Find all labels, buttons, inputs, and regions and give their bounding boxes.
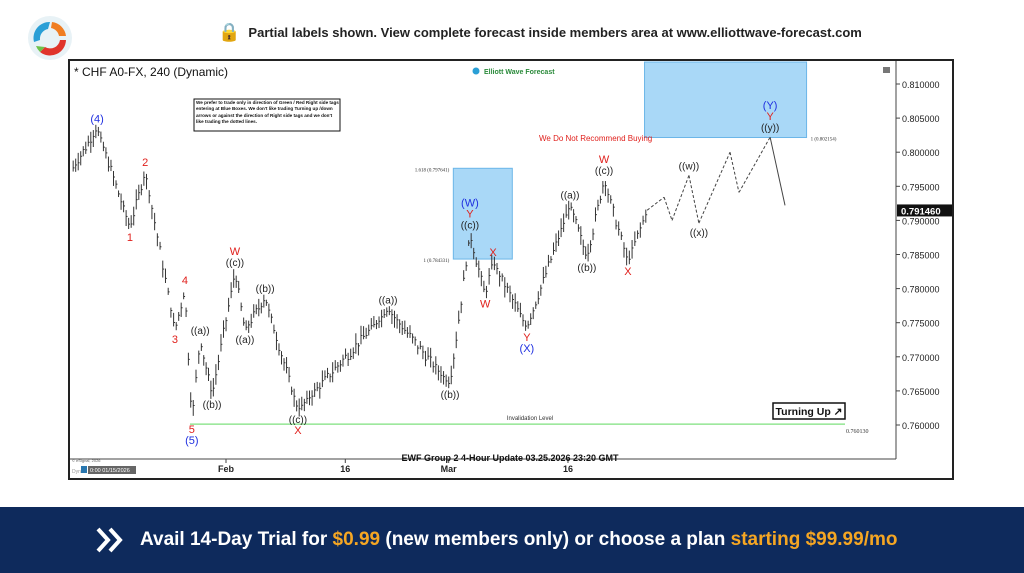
wave-label: X: [624, 266, 632, 278]
projection-segment: [688, 175, 700, 224]
lock-icon: 🔒: [218, 22, 241, 42]
y-tick-label: 0.795000: [902, 182, 940, 192]
projection-segment: [646, 196, 665, 211]
x-tick-label: 16: [340, 464, 350, 474]
double-chevron-icon: [96, 527, 123, 553]
top-banner: 🔒 Partial labels shown. View complete fo…: [0, 0, 1024, 60]
wave-label: ((w)): [679, 161, 700, 172]
promo-banner[interactable]: Avail 14-Day Trial for $0.99 (new member…: [0, 507, 1024, 573]
x-tick-label: 16: [563, 464, 573, 474]
y-tick-label: 0.810000: [902, 80, 940, 90]
warning-label: We Do Not Recommend Buying: [539, 134, 652, 143]
turning-up-box: [772, 402, 846, 420]
brand-label: Elliott Wave Forecast: [484, 69, 555, 76]
invalidation-label: Invalidation Level: [507, 416, 553, 422]
chart-title: * CHF A0-FX, 240 (Dynamic): [74, 65, 228, 79]
y-tick-label: 0.770000: [902, 353, 940, 363]
wave-label: (5): [185, 435, 198, 447]
ewf-logo-icon: [28, 16, 72, 60]
wave-label: ((c)): [289, 415, 307, 426]
wave-label: W: [599, 154, 610, 166]
wave-label: W: [230, 246, 241, 258]
wave-label: Y: [466, 209, 474, 221]
promo-middle: (new members only) or choose a plan: [380, 529, 731, 550]
box-bottom-label: 1 (0.784331): [423, 259, 449, 264]
y-tick-label: 0.765000: [902, 387, 940, 397]
cursor-label-bg: [88, 466, 136, 474]
wave-label: ((a)): [561, 191, 580, 202]
blue-box: [452, 167, 513, 260]
wave-label: ((x)): [690, 228, 708, 239]
wave-label: ((a)): [235, 335, 254, 346]
x-tick-label: Mar: [441, 464, 458, 474]
wave-label: ((b)): [441, 390, 460, 401]
wave-label: Y: [766, 111, 774, 123]
wave-label: ((b)): [203, 400, 222, 411]
wave-label: ((c)): [226, 258, 244, 269]
turning-up-label: Turning Up ↗: [776, 406, 843, 418]
chart-frame: 0.810000 0.805000 0.800000 0.795000 0.790000…: [68, 59, 954, 480]
projection-segment: [769, 137, 786, 206]
wave-label: ((c)): [595, 166, 613, 177]
wave-label: (4): [90, 113, 103, 125]
wave-label: Y: [523, 332, 531, 344]
current-price-tag: [897, 204, 952, 217]
projection-segment: [738, 136, 771, 193]
y-tick-label: 0.805000: [902, 114, 940, 124]
dyn-label: Dyn: [72, 469, 81, 475]
wave-label: (Y): [763, 100, 778, 112]
wave-label: ((y)): [761, 123, 779, 134]
restore-icon: [883, 67, 890, 73]
projection-segment: [671, 175, 690, 221]
wave-label: X: [294, 425, 302, 437]
y-tick-label: 0.800000: [902, 148, 940, 158]
price-chart[interactable]: 0.810000 0.805000 0.800000 0.795000 0.790000…: [70, 61, 952, 478]
y-tick-label: 0.775000: [902, 319, 940, 329]
notice-text: Partial labels shown. View complete fore…: [248, 25, 862, 40]
wave-label: (X): [520, 343, 535, 355]
wave-label: ((a)): [191, 326, 210, 337]
y-tick-label: 0.790000: [902, 216, 940, 226]
wave-label: ((b)): [577, 263, 596, 274]
wave-label: 4: [182, 275, 188, 287]
wave-label: 5: [189, 424, 195, 436]
wave-label: ((a)): [379, 296, 398, 307]
current-price-label: 0.791460: [901, 206, 941, 217]
brand-logo-icon: [472, 67, 480, 75]
projection-segment: [663, 197, 673, 221]
x-tick-label: Feb: [218, 464, 235, 474]
wave-label: X: [489, 247, 497, 259]
wave-label: W: [480, 299, 491, 311]
promo-text[interactable]: Avail 14-Day Trial for $0.99 (new member…: [140, 529, 897, 551]
cursor-date-label: 0:00 01/15/2026: [90, 468, 130, 474]
promo-prefix: Avail 14-Day Trial for: [140, 529, 333, 550]
y-tick-label: 0.760000: [902, 421, 940, 431]
promo-plan: starting $99.99/mo: [730, 529, 898, 550]
wave-label: 2: [142, 157, 148, 169]
blue-box: [644, 61, 808, 139]
wave-label: ((b)): [256, 284, 275, 295]
wave-label: 3: [172, 334, 178, 346]
dyn-icon: [81, 466, 87, 473]
projection-segment: [729, 152, 740, 193]
wave-label: 1: [127, 232, 133, 244]
note-box: [193, 98, 341, 132]
y-tick-label: 0.785000: [902, 251, 940, 261]
note-container: We prefer to trade only in direction of …: [196, 100, 339, 124]
promo-price: $0.99: [332, 529, 381, 550]
invalidation-price: 0.760130: [846, 429, 869, 435]
partial-labels-notice: 🔒 Partial labels shown. View complete fo…: [218, 22, 862, 43]
update-footer: EWF Group 2 4-Hour Update 03.25.2026 23:…: [401, 453, 619, 463]
box-bottom-label: 1 (0.802154): [811, 138, 837, 143]
wave-label: (W): [461, 198, 479, 210]
projection-segment: [698, 151, 731, 224]
box-top-label: 1.618 (0.797641): [415, 168, 450, 173]
trading-note: We prefer to trade only in direction of …: [196, 100, 339, 124]
copyright-label: © eSignal, 2026: [72, 458, 101, 463]
y-tick-label: 0.780000: [902, 285, 940, 295]
wave-label: ((c)): [461, 221, 479, 232]
